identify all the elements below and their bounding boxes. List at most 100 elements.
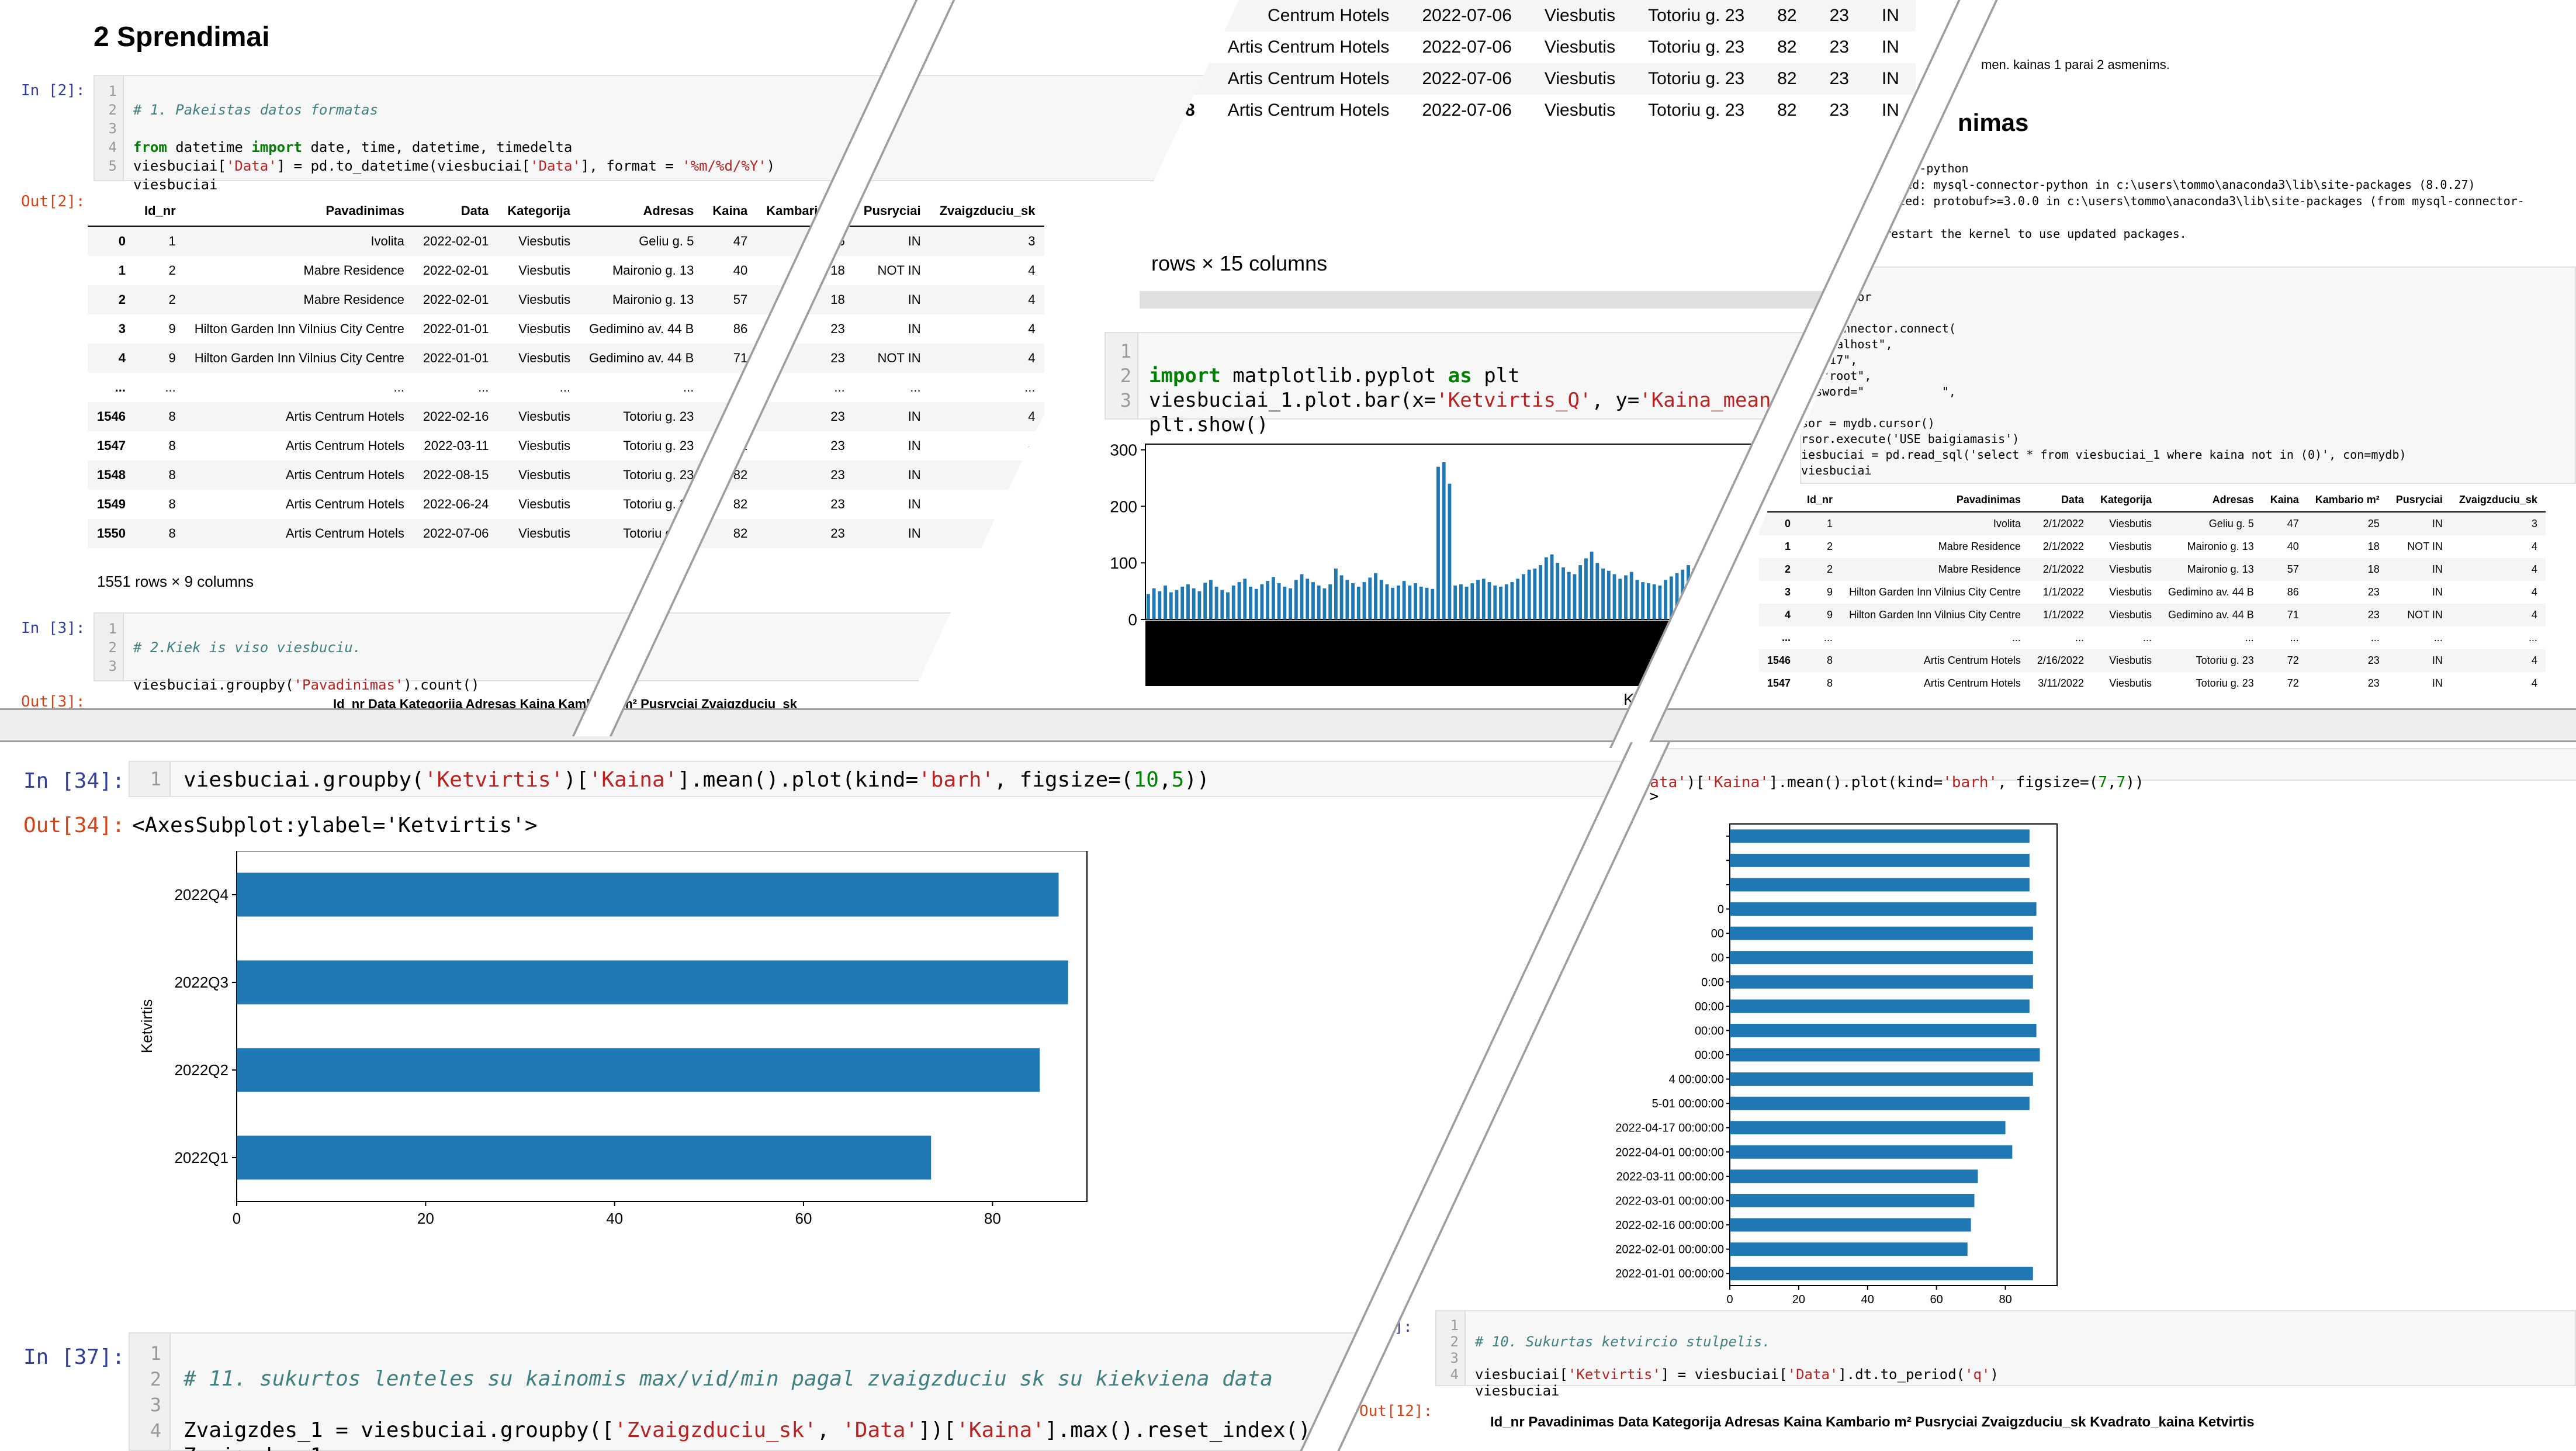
in-prompt-2: In [2]: [21, 82, 85, 99]
out-prompt-2: Out[2]: [21, 193, 85, 210]
table-cell: 2022-02-16 [423, 409, 489, 424]
date-barh-chart: 2022-01-01 00:00:00 2022-02-01 00:00:00 20… [1615, 823, 2058, 1306]
table-cell: Totoriu g. 23 [1648, 37, 1745, 57]
table-cell: IN [1881, 6, 1899, 25]
table-cell: 8 [1827, 677, 1833, 689]
out12-table-header: Id_nr Pavadinimas Data Kategorija Adresa… [1490, 1414, 2255, 1430]
table-cell: Artis Centrum Hotels [285, 467, 404, 482]
plot-frame [236, 851, 1088, 1202]
table-cell: 23 [830, 497, 845, 511]
table-cell: Totoriu g. 23 [2196, 677, 2254, 689]
table-cell: Viesbutis [518, 234, 570, 248]
bar [1436, 466, 1440, 619]
table-row: 1548 8 Artis Centrum Hotels 2022-08-15 Viesb… [88, 460, 1045, 490]
bar [1730, 902, 2037, 916]
code-editor[interactable]: # 11. sukurtos lenteles su kainomis max/… [183, 1367, 1311, 1451]
horizontal-separator [0, 708, 2576, 742]
bar [1442, 462, 1446, 619]
table-cell: Ivolita [371, 234, 404, 248]
table-cell: Maironio g. 13 [612, 263, 694, 278]
table-cell: 82 [1777, 101, 1797, 120]
table-cell: Centrum Hotels [1268, 6, 1390, 25]
table-cell: 47 [2287, 518, 2299, 529]
table-cell: 2 [1827, 563, 1833, 575]
table-cell: Mabre Residence [1938, 563, 2021, 575]
table-cell: Totoriu g. 23 [2196, 654, 2254, 666]
code-editor[interactable]: viesbuciai.groupby('Ketvirtis')['Kaina']… [183, 768, 1210, 792]
table-cell: Geliu g. 5 [639, 234, 694, 248]
table-cell: 2 [1827, 541, 1833, 552]
table-cell: ... [1824, 632, 1833, 643]
y-tick-label: 00:00 [1695, 1000, 1724, 1013]
table-cell: 71 [2287, 609, 2299, 621]
bar [1328, 584, 1332, 619]
bar [1186, 584, 1190, 619]
table-cell: 25 [2367, 518, 2380, 529]
table-row: 2 2 Mabre Residence 2/1/2022 Viesbutis Mairon… [1759, 558, 2546, 581]
bar [1283, 586, 1287, 619]
table-cell: 4 [1028, 409, 1036, 424]
bar [1556, 563, 1560, 619]
bar [1730, 1194, 1975, 1207]
table-cell: IN [2432, 677, 2443, 689]
table-cell: 72 [2287, 654, 2299, 666]
bar [1214, 586, 1218, 619]
code-cell-mysql[interactable]: as np .connector as pd sql.connector.con… [1800, 266, 2576, 484]
bar [1306, 579, 1310, 619]
bar [1470, 583, 1474, 619]
table-cell: 1549 [97, 497, 126, 511]
table-cell: Artis Centrum Hotels [285, 526, 404, 541]
bar [1448, 483, 1452, 619]
code-cell-date-barh[interactable]: 'Data')['Kaina'].mean().plot(kind='barh'… [1630, 748, 2576, 791]
code-editor[interactable]: # 1. Pakeistas datos formatas from datet… [133, 102, 775, 193]
table-cell: ... [2011, 632, 2021, 643]
table-cell: Totoriu g. 23 [1648, 69, 1745, 88]
code-editor[interactable]: as np .connector as pd sql.connector.con… [1801, 274, 2407, 477]
table-cell: 1546 [97, 409, 126, 424]
bar [1573, 574, 1577, 619]
table-cell: ... [393, 380, 404, 394]
x-tick-label: 60 [1930, 1293, 1943, 1306]
y-tick-label: 00 [1711, 952, 1724, 965]
table-cell: IN [1881, 69, 1899, 88]
bar [1730, 853, 2030, 867]
table-cell: 2022-08-15 [423, 467, 489, 482]
x-tick-label: 60 [795, 1210, 812, 1225]
bar [1730, 975, 2033, 989]
table-cell: IN [2432, 586, 2443, 598]
table-cell: ... [834, 380, 845, 394]
bar [1453, 585, 1457, 619]
bar [1271, 577, 1275, 619]
out-prompt-3: Out[3]: [21, 693, 85, 708]
bar [1464, 586, 1469, 619]
bar [1730, 1169, 1978, 1183]
table-cell: Artis Centrum Hotels [285, 409, 404, 424]
table-cell: Viesbutis [1544, 6, 1616, 25]
code-editor[interactable]: 'Data')['Kaina'].mean().plot(kind='barh'… [1632, 774, 2144, 791]
table-cell: ... [2075, 632, 2084, 643]
y-tick-label: 2022-02-01 00:00:00 [1615, 1244, 1724, 1256]
x-tick-label: 80 [984, 1210, 1001, 1225]
table-cell: Viesbutis [1544, 101, 1616, 120]
table-cell: Hilton Garden Inn Vilnius City Centre [194, 321, 404, 336]
table-cell: Gedimino av. 44 B [2168, 609, 2254, 621]
bar [1629, 572, 1633, 619]
code-cell-34[interactable]: 1 viesbuciai.groupby('Ketvirtis')['Kaina… [129, 761, 1630, 797]
code-editor[interactable]: # 10. Sukurtas ketvircio stulpelis. vies… [1475, 1334, 1999, 1399]
table-cell: ... [1024, 380, 1036, 394]
bar [1578, 565, 1583, 619]
code-editor[interactable]: import matplotlib.pyplot as plt viesbuci… [1149, 364, 1819, 437]
table-cell: IN [908, 321, 921, 336]
bar [1300, 574, 1304, 619]
table-cell: 8 [168, 526, 176, 541]
bar [1385, 584, 1389, 619]
y-axis-label: Ketvirtis [138, 999, 155, 1053]
table-row: 1546 8 Artis Centrum Hotels 2022-02-16 Viesb… [88, 402, 1045, 431]
code-editor[interactable]: # 2.Kiek is viso viesbuciu. viesbuciai.g… [133, 639, 480, 693]
table-cell: 23 [2367, 586, 2380, 598]
column-header: Id_nr [1807, 494, 1833, 505]
table-cell: IN [908, 526, 921, 541]
